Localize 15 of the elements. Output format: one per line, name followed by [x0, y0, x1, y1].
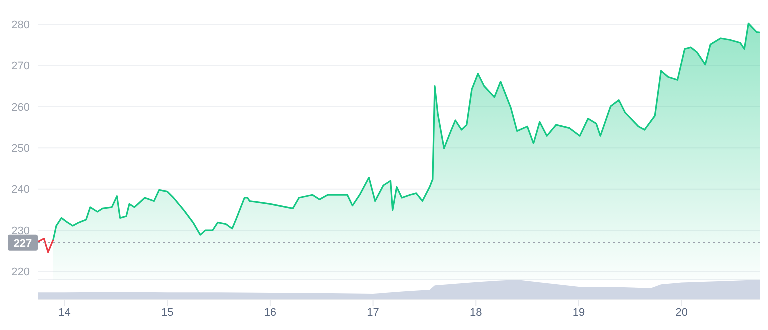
x-tick-label: 16 — [264, 306, 277, 319]
x-tick-label: 17 — [367, 306, 380, 319]
y-tick-label: 270 — [12, 60, 30, 73]
x-tick-label: 20 — [676, 306, 688, 319]
ref-line-label: 227 — [14, 238, 32, 250]
y-tick-label: 250 — [12, 143, 30, 156]
y-tick-label: 280 — [12, 19, 30, 32]
x-tick-label: 14 — [58, 306, 71, 319]
y-tick-label: 220 — [12, 266, 30, 279]
y-tick-label: 260 — [12, 102, 30, 114]
x-tick-label: 15 — [161, 306, 174, 319]
x-tick-label: 19 — [572, 306, 586, 319]
x-tick-label: 18 — [470, 306, 482, 319]
y-tick-label: 230 — [12, 225, 30, 238]
y-tick-label: 240 — [12, 184, 30, 196]
